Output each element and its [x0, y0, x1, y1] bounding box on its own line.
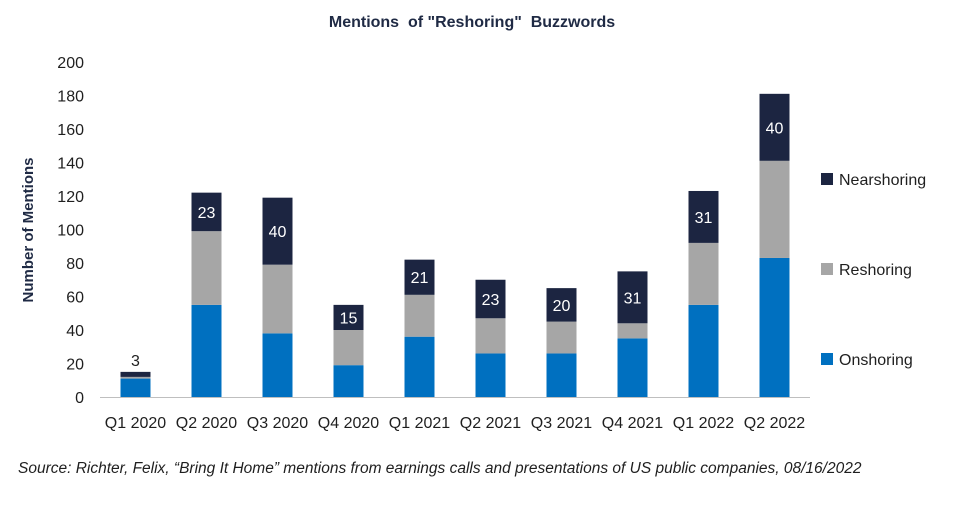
x-axis-ticks: Q1 2020 Q2 2020 Q3 2020 Q4 2020 Q1 2021 Q2 20… [105, 415, 805, 432]
source-note: Source: Richter, Felix, “Bring It Home” … [18, 460, 862, 477]
data-label: 31 [624, 290, 642, 307]
bar-reshoring [475, 318, 506, 354]
y-tick-label: 160 [57, 122, 84, 139]
legend-swatch-onshoring [821, 353, 833, 365]
x-tick-label: Q1 2021 [389, 415, 450, 432]
bar-reshoring [404, 294, 435, 337]
data-label: 40 [269, 224, 287, 241]
y-tick-label: 140 [57, 156, 84, 173]
y-tick-label: 0 [75, 390, 84, 407]
bar-onshoring [546, 353, 577, 397]
bar-reshoring [333, 330, 364, 366]
bar-onshoring [617, 338, 648, 397]
y-axis-label: Number of Mentions [20, 158, 37, 303]
data-label: 31 [695, 210, 713, 227]
chart: Mentions of "Reshoring" Buzzwords Number… [20, 14, 926, 432]
legend-label-onshoring: Onshoring [839, 352, 913, 369]
bar-onshoring [262, 333, 293, 397]
x-tick-label: Q2 2021 [460, 415, 521, 432]
y-tick-label: 40 [66, 323, 84, 340]
bar-nearshoring [546, 288, 577, 322]
bar-nearshoring [191, 192, 222, 232]
x-tick-label: Q3 2021 [531, 415, 592, 432]
legend-swatch-nearshoring [821, 173, 833, 185]
bar-nearshoring [120, 371, 151, 377]
data-label: 20 [553, 298, 571, 315]
bar-onshoring [404, 336, 435, 397]
bar-onshoring [475, 353, 506, 397]
x-tick-label: Q1 2020 [105, 415, 166, 432]
data-label: 23 [482, 292, 500, 309]
x-tick-label: Q2 2020 [176, 415, 237, 432]
x-tick-label: Q3 2020 [247, 415, 308, 432]
bar-nearshoring [475, 279, 506, 319]
bar-nearshoring [404, 259, 435, 295]
bar-onshoring [759, 257, 790, 397]
legend-label-nearshoring: Nearshoring [839, 172, 926, 189]
x-tick-label: Q4 2021 [602, 415, 663, 432]
bar-reshoring [617, 323, 648, 339]
data-label: 21 [411, 270, 429, 287]
data-label: 15 [340, 310, 358, 327]
bars [120, 93, 790, 397]
y-tick-label: 100 [57, 223, 84, 240]
x-tick-label: Q4 2020 [318, 415, 379, 432]
bar-reshoring [759, 160, 790, 258]
bar-reshoring [546, 321, 577, 354]
legend-label-reshoring: Reshoring [839, 262, 912, 279]
chart-title: Mentions of "Reshoring" Buzzwords [329, 14, 615, 31]
y-tick-label: 60 [66, 290, 84, 307]
bar-onshoring [191, 304, 222, 397]
y-tick-label: 120 [57, 189, 84, 206]
bar-reshoring [688, 242, 719, 305]
bar-reshoring [191, 231, 222, 305]
bar-nearshoring [617, 271, 648, 324]
data-label: 23 [198, 205, 216, 222]
y-tick-label: 20 [66, 357, 84, 374]
bar-reshoring [120, 376, 151, 379]
legend-swatch-reshoring [821, 263, 833, 275]
legend: Nearshoring Reshoring Onshoring [821, 172, 926, 369]
bar-nearshoring [688, 190, 719, 243]
bar-onshoring [120, 378, 151, 397]
x-tick-label: Q1 2022 [673, 415, 734, 432]
y-tick-label: 200 [57, 55, 84, 72]
bar-onshoring [333, 365, 364, 397]
x-tick-label: Q2 2022 [744, 415, 805, 432]
bar-nearshoring [333, 304, 364, 330]
bar-onshoring [688, 304, 719, 397]
bar-nearshoring [759, 93, 790, 161]
y-tick-label: 180 [57, 89, 84, 106]
bar-nearshoring [262, 197, 293, 265]
y-tick-label: 80 [66, 256, 84, 273]
data-labels: 3 23 40 15 21 23 20 31 31 40 [131, 120, 783, 370]
data-label: 40 [766, 120, 784, 137]
bar-reshoring [262, 264, 293, 334]
y-axis-ticks: 0 20 40 60 80 100 120 140 160 180 200 [57, 55, 84, 407]
data-label: 3 [131, 353, 140, 370]
